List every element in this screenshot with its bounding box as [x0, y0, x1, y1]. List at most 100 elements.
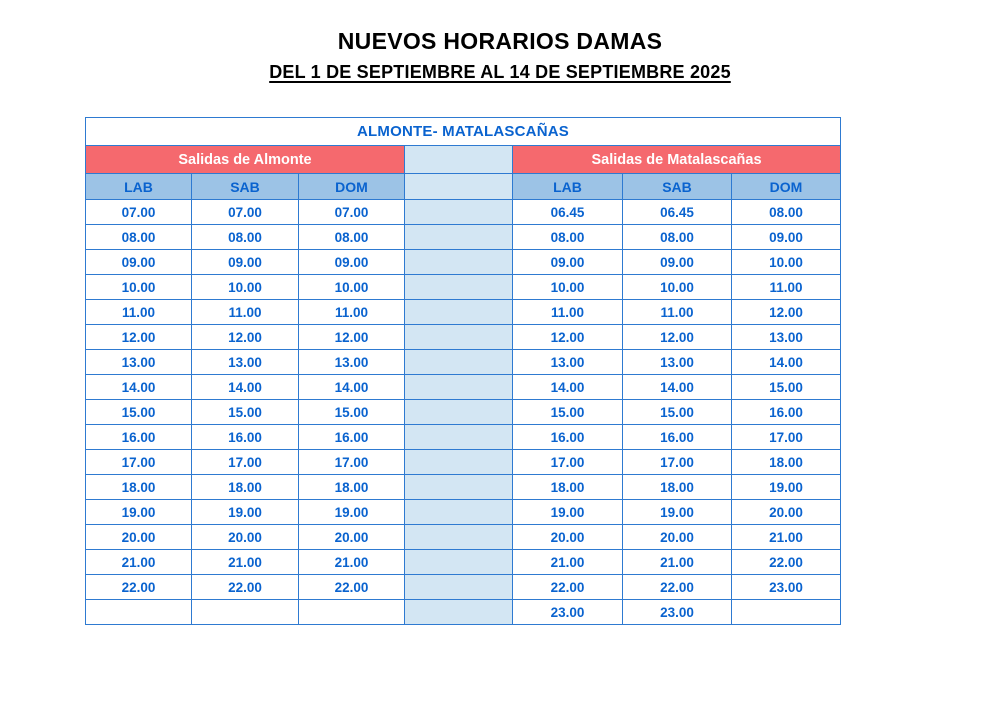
time-cell: 15.00 [191, 399, 299, 425]
separator-cell [404, 574, 513, 600]
time-cell [191, 599, 299, 625]
time-cell: 19.00 [512, 499, 623, 525]
time-cell: 17.00 [512, 449, 623, 475]
time-cell: 10.00 [85, 274, 192, 300]
time-cell: 16.00 [731, 399, 841, 425]
separator-cell [404, 145, 513, 174]
table-row: 21.00 21.00 21.00 21.00 21.00 22.00 [85, 549, 841, 575]
column-header-row: LAB SAB DOM LAB SAB DOM [85, 173, 841, 200]
table-row: 11.00 11.00 11.00 11.00 11.00 12.00 [85, 299, 841, 325]
table-row: 19.00 19.00 19.00 19.00 19.00 20.00 [85, 499, 841, 525]
separator-cell [404, 549, 513, 575]
time-cell: 18.00 [85, 474, 192, 500]
column-header-dom-right: DOM [731, 173, 841, 200]
section-header-row: Salidas de Almonte Salidas de Matalascañ… [85, 145, 841, 174]
time-cell: 17.00 [191, 449, 299, 475]
time-cell: 10.00 [298, 274, 405, 300]
separator-cell [404, 374, 513, 400]
route-title-row: ALMONTE- MATALASCAÑAS [85, 117, 841, 146]
time-cell: 12.00 [191, 324, 299, 350]
separator-cell [404, 474, 513, 500]
separator-cell [404, 599, 513, 625]
separator-cell [404, 274, 513, 300]
time-cell: 17.00 [731, 424, 841, 450]
time-cell: 20.00 [298, 524, 405, 550]
time-cell: 10.00 [731, 249, 841, 275]
time-cell: 16.00 [512, 424, 623, 450]
time-cell: 13.00 [731, 324, 841, 350]
table-row: 23.00 23.00 [85, 599, 841, 625]
separator-cell [404, 449, 513, 475]
table-row: 10.00 10.00 10.00 10.00 10.00 11.00 [85, 274, 841, 300]
time-cell: 08.00 [298, 224, 405, 250]
time-cell: 09.00 [512, 249, 623, 275]
time-cell: 21.00 [298, 549, 405, 575]
time-cell: 17.00 [622, 449, 732, 475]
time-cell: 09.00 [85, 249, 192, 275]
table-row: 13.00 13.00 13.00 13.00 13.00 14.00 [85, 349, 841, 375]
time-cell: 19.00 [191, 499, 299, 525]
table-row: 08.00 08.00 08.00 08.00 08.00 09.00 [85, 224, 841, 250]
separator-cell [404, 499, 513, 525]
time-cell [85, 599, 192, 625]
table-row: 20.00 20.00 20.00 20.00 20.00 21.00 [85, 524, 841, 550]
time-cell: 07.00 [298, 199, 405, 225]
time-cell [731, 599, 841, 625]
time-cell: 19.00 [731, 474, 841, 500]
time-cell: 22.00 [85, 574, 192, 600]
separator-cell [404, 349, 513, 375]
time-cell: 09.00 [731, 224, 841, 250]
separator-cell [404, 199, 513, 225]
time-cell: 09.00 [622, 249, 732, 275]
column-header-sab-right: SAB [622, 173, 732, 200]
time-cell: 15.00 [731, 374, 841, 400]
time-cell: 20.00 [85, 524, 192, 550]
time-cell: 20.00 [622, 524, 732, 550]
time-cell: 12.00 [512, 324, 623, 350]
time-cell: 13.00 [512, 349, 623, 375]
time-cell: 08.00 [191, 224, 299, 250]
time-cell: 12.00 [85, 324, 192, 350]
time-cell: 11.00 [622, 299, 732, 325]
time-cell: 23.00 [512, 599, 623, 625]
time-cell: 16.00 [298, 424, 405, 450]
time-cell: 13.00 [85, 349, 192, 375]
table-row: 09.00 09.00 09.00 09.00 09.00 10.00 [85, 249, 841, 275]
time-cell: 19.00 [622, 499, 732, 525]
time-cell: 14.00 [191, 374, 299, 400]
document-title: NUEVOS HORARIOS DAMAS [337, 28, 663, 54]
table-row: 18.00 18.00 18.00 18.00 18.00 19.00 [85, 474, 841, 500]
time-cell: 20.00 [191, 524, 299, 550]
time-cell: 18.00 [731, 449, 841, 475]
time-cell: 21.00 [622, 549, 732, 575]
time-cell: 19.00 [85, 499, 192, 525]
time-cell: 10.00 [622, 274, 732, 300]
time-cell [298, 599, 405, 625]
time-cell: 13.00 [191, 349, 299, 375]
time-cell: 10.00 [191, 274, 299, 300]
timetable: ALMONTE- MATALASCAÑAS Salidas de Almonte… [85, 117, 841, 625]
time-cell: 09.00 [298, 249, 405, 275]
time-cell: 22.00 [622, 574, 732, 600]
time-cell: 18.00 [191, 474, 299, 500]
time-cell: 23.00 [622, 599, 732, 625]
time-cell: 14.00 [512, 374, 623, 400]
time-cell: 22.00 [512, 574, 623, 600]
time-cell: 11.00 [191, 299, 299, 325]
time-cell: 10.00 [512, 274, 623, 300]
column-header-sab-left: SAB [191, 173, 299, 200]
time-cell: 16.00 [85, 424, 192, 450]
table-row: 22.00 22.00 22.00 22.00 22.00 23.00 [85, 574, 841, 600]
time-cell: 08.00 [731, 199, 841, 225]
time-cell: 16.00 [191, 424, 299, 450]
time-cell: 08.00 [85, 224, 192, 250]
time-cell: 09.00 [191, 249, 299, 275]
separator-cell [404, 524, 513, 550]
time-cell: 17.00 [298, 449, 405, 475]
time-cell: 14.00 [85, 374, 192, 400]
time-cell: 11.00 [731, 274, 841, 300]
time-cell: 15.00 [622, 399, 732, 425]
time-cell: 07.00 [191, 199, 299, 225]
timetable-body: 07.00 07.00 07.00 06.45 06.45 08.00 08.00 08.00… [85, 199, 841, 625]
time-cell: 12.00 [731, 299, 841, 325]
